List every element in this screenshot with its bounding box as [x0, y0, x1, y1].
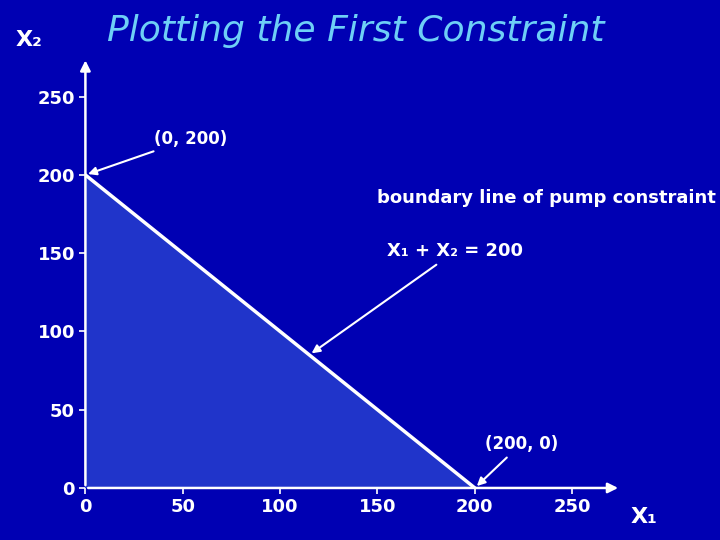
Text: (200, 0): (200, 0)	[479, 435, 558, 484]
Polygon shape	[86, 175, 474, 488]
Text: X₁ + X₂ = 200: X₁ + X₂ = 200	[313, 242, 523, 352]
Text: (0, 200): (0, 200)	[90, 130, 227, 174]
Text: X₁: X₁	[631, 507, 657, 526]
Text: boundary line of pump constraint: boundary line of pump constraint	[377, 190, 716, 207]
Text: Plotting the First Constraint: Plotting the First Constraint	[107, 14, 605, 48]
Text: X₂: X₂	[16, 30, 42, 50]
